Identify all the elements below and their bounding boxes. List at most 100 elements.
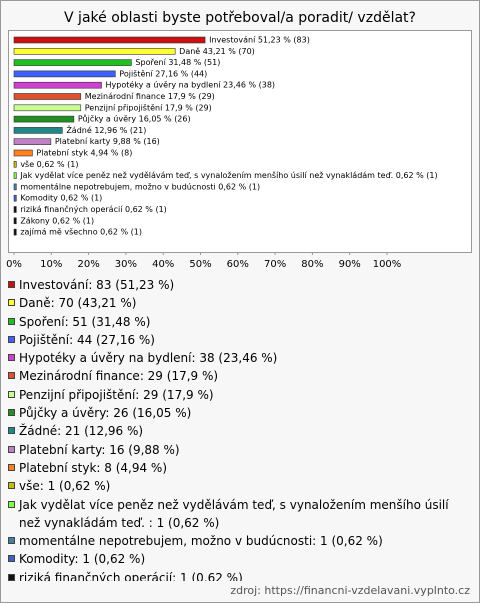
legend-item: momentálne nepotrebujem, možno v budúcno… bbox=[8, 532, 472, 550]
legend-label: Platební styk: 8 (4,94 %) bbox=[19, 460, 167, 475]
legend-label: Daně: 70 (43,21 %) bbox=[19, 296, 137, 311]
legend-swatch bbox=[8, 390, 15, 398]
bar-label: riziká finančných operácií 0,62 % (1) bbox=[20, 204, 166, 214]
legend-label: vše: 1 (0,62 %) bbox=[19, 479, 111, 494]
bar-label: Hypotéky a úvěry na bydlení 23,46 % (38) bbox=[106, 80, 276, 90]
source: zdroj: https://financni-vzdelavani.vypln… bbox=[230, 584, 470, 597]
x-tick-label: 100% bbox=[373, 259, 402, 270]
bar bbox=[13, 115, 75, 123]
legend-swatch bbox=[8, 482, 15, 490]
bar bbox=[13, 183, 17, 191]
legend-item: vše: 1 (0,62 %) bbox=[8, 477, 472, 495]
legend-swatch bbox=[8, 445, 15, 453]
bar-label: Žádné 12,96 % (21) bbox=[66, 124, 146, 135]
bar bbox=[13, 228, 17, 236]
bar-label: Platební styk 4,94 % (8) bbox=[36, 149, 132, 158]
legend-item: Hypotéky a úvěry na bydlení: 38 (23,46 %… bbox=[8, 349, 472, 367]
legend-swatch bbox=[8, 427, 15, 435]
bar bbox=[13, 149, 33, 157]
legend-item: Spoření: 51 (31,48 %) bbox=[8, 313, 472, 331]
legend-label: momentálne nepotrebujem, možno v budúcno… bbox=[19, 534, 383, 549]
bar-label: zajímá mě všechno 0,62 % (1) bbox=[20, 227, 142, 237]
bar-label: Daně 43,21 % (70) bbox=[179, 47, 255, 56]
bar bbox=[13, 93, 82, 100]
bar bbox=[13, 70, 116, 78]
legend-label: Pojištění: 44 (27,16 %) bbox=[19, 332, 155, 347]
legend-label: Jak vydělat více peněz než vydělávám teď… bbox=[19, 497, 449, 530]
legend-swatch bbox=[8, 500, 15, 508]
bar-label: Platební karty 9,88 % (16) bbox=[55, 137, 160, 146]
legend-label: Půjčky a úvěry: 26 (16,05 %) bbox=[19, 406, 192, 421]
bar bbox=[13, 206, 17, 213]
legend-item: Investování: 83 (51,23 %) bbox=[8, 276, 472, 294]
legend: Investování: 83 (51,23 %) Daně: 70 (43,21… bbox=[8, 276, 472, 581]
legend-label: Investování: 83 (51,23 %) bbox=[19, 278, 175, 292]
x-tick-label: 20% bbox=[77, 259, 99, 270]
bar-label: vše 0,62 % (1) bbox=[20, 159, 78, 169]
legend-label: Spoření: 51 (31,48 %) bbox=[19, 314, 151, 329]
bar bbox=[13, 161, 17, 168]
legend-item: Jak vydělat více peněz než vydělávám teď… bbox=[8, 496, 472, 533]
legend-item: Mezinárodní finance: 29 (17,9 %) bbox=[8, 367, 472, 385]
x-tick-label: 40% bbox=[152, 259, 174, 270]
legend-item: Penzijní připojištění: 29 (17,9 %) bbox=[8, 386, 472, 404]
bar bbox=[13, 47, 176, 55]
bar-label: Spoření 31,48 % (51) bbox=[135, 58, 220, 67]
legend-swatch bbox=[8, 573, 15, 581]
legend-item: Půjčky a úvěry: 26 (16,05 %) bbox=[8, 404, 472, 422]
bar bbox=[13, 138, 52, 145]
chart-title: V jaké oblasti byste potřeboval/a poradi… bbox=[64, 10, 416, 26]
bar-label: momentálne nepotrebujem, možno v budúcno… bbox=[20, 182, 260, 191]
bar-label: Investování 51,23 % (83) bbox=[209, 36, 310, 45]
x-tick-label: 80% bbox=[301, 259, 323, 270]
legend-label: Žádné: 21 (12,96 %) bbox=[19, 424, 144, 439]
legend-swatch bbox=[8, 409, 15, 417]
legend-label: riziká finančných operácií: 1 (0,62 %) bbox=[19, 570, 243, 581]
bar bbox=[13, 59, 132, 66]
x-tick-label: 0% bbox=[6, 259, 22, 270]
bar bbox=[13, 127, 63, 134]
legend-label: Platební karty: 16 (9,88 %) bbox=[19, 442, 180, 457]
legend-swatch bbox=[8, 555, 15, 563]
legend-label: Komodity: 1 (0,62 %) bbox=[19, 552, 146, 567]
legend-swatch bbox=[8, 317, 15, 325]
bar-label: Mezinárodní finance 17,9 % (29) bbox=[85, 92, 215, 101]
legend-swatch bbox=[8, 299, 15, 307]
plot-area bbox=[8, 30, 472, 253]
bar-label: Pojištění 27,16 % (44) bbox=[119, 68, 207, 78]
legend-item: Daně: 70 (43,21 %) bbox=[8, 294, 472, 312]
legend-item: Komodity: 1 (0,62 %) bbox=[8, 550, 472, 568]
legend-swatch bbox=[8, 354, 15, 362]
bar-label: Půjčky a úvěry 16,05 % (26) bbox=[78, 114, 191, 124]
legend-list: Investování: 83 (51,23 %) Daně: 70 (43,21… bbox=[8, 276, 472, 581]
x-tick-label: 70% bbox=[264, 259, 286, 270]
legend-item: Platební styk: 8 (4,94 %) bbox=[8, 459, 472, 477]
x-tick-label: 50% bbox=[189, 259, 211, 270]
legend-swatch bbox=[8, 537, 15, 545]
legend-swatch bbox=[8, 463, 15, 471]
bar-label: Jak vydělat více peněz než vydělávám teď… bbox=[19, 170, 437, 180]
legend-label: Mezinárodní finance: 29 (17,9 %) bbox=[19, 369, 219, 384]
bar-label: Komodity 0,62 % (1) bbox=[20, 194, 102, 203]
bar bbox=[13, 217, 17, 225]
x-tick-label: 30% bbox=[115, 259, 137, 270]
bar bbox=[13, 104, 82, 112]
legend-item: Platební karty: 16 (9,88 %) bbox=[8, 441, 472, 459]
legend-label: Penzijní připojištění: 29 (17,9 %) bbox=[19, 387, 214, 402]
bar bbox=[13, 36, 206, 44]
legend-item: Pojištění: 44 (27,16 %) bbox=[8, 331, 472, 349]
bar bbox=[13, 81, 102, 89]
x-tick-label: 60% bbox=[227, 259, 249, 270]
x-tick-label: 90% bbox=[339, 259, 361, 270]
legend-swatch bbox=[8, 281, 15, 288]
bar-label: Penzijní připojištění 17,9 % (29) bbox=[85, 102, 212, 112]
bar bbox=[13, 172, 17, 179]
legend-item: riziká finančných operácií: 1 (0,62 %) bbox=[8, 569, 472, 581]
bar bbox=[13, 194, 17, 202]
x-tick-label: 10% bbox=[40, 259, 62, 270]
legend-swatch bbox=[8, 372, 15, 380]
legend-item: Žádné: 21 (12,96 %) bbox=[8, 422, 472, 440]
legend-swatch bbox=[8, 335, 15, 343]
bar-label: Zákony 0,62 % (1) bbox=[20, 216, 94, 225]
